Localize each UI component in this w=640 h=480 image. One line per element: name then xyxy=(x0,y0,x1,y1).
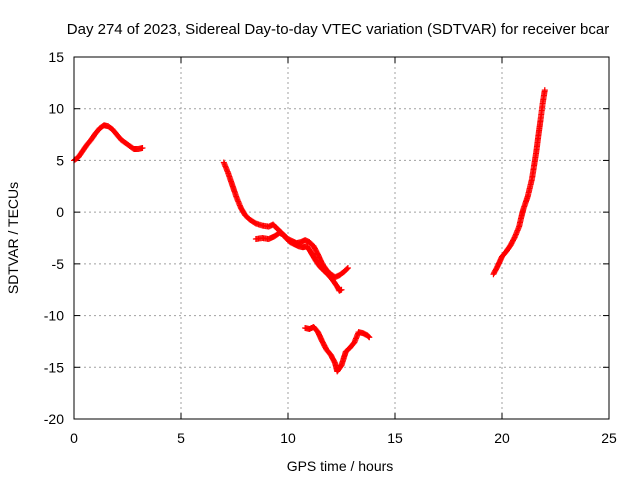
x-tick-label: 0 xyxy=(70,430,78,446)
y-tick-label: -5 xyxy=(52,256,65,272)
y-tick-label: -20 xyxy=(44,411,64,427)
data-point xyxy=(139,145,146,152)
y-axis-title: SDTVAR / TECUs xyxy=(5,182,21,294)
data-points xyxy=(71,87,548,375)
y-tick-label: -15 xyxy=(44,359,64,375)
x-axis-title: GPS time / hours xyxy=(287,458,394,474)
y-tick-label: 10 xyxy=(48,101,64,117)
y-tick-label: 0 xyxy=(56,204,64,220)
y-tick-label: 5 xyxy=(56,152,64,168)
data-point xyxy=(366,334,373,341)
x-tick-label: 25 xyxy=(601,430,617,446)
y-tick-label: -10 xyxy=(44,308,64,324)
plot-frame xyxy=(73,56,610,420)
y-tick-label: 15 xyxy=(48,49,64,65)
data-point xyxy=(344,265,351,272)
x-tick-label: 20 xyxy=(494,430,510,446)
data-point xyxy=(541,87,548,94)
data-point xyxy=(344,264,351,271)
x-tick-label: 5 xyxy=(177,430,185,446)
data-point xyxy=(338,286,345,293)
data-point xyxy=(365,333,372,340)
x-tick-label: 15 xyxy=(387,430,403,446)
chart-title: Day 274 of 2023, Sidereal Day-to-day VTE… xyxy=(67,21,609,38)
x-tick-label: 10 xyxy=(280,430,296,446)
